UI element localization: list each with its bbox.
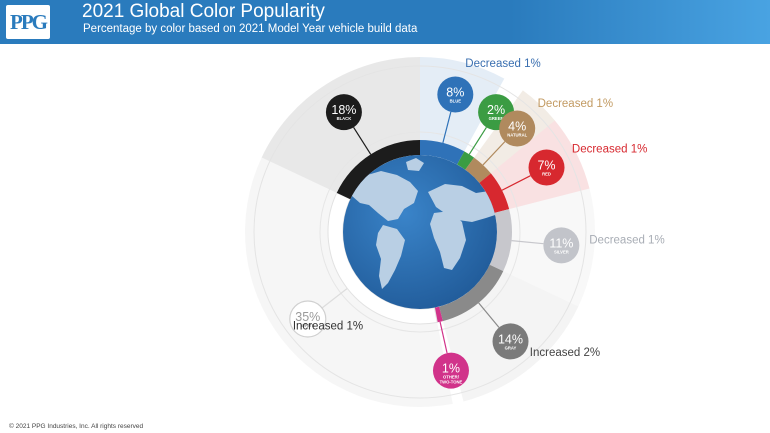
value-label-natural: 4%: [508, 119, 526, 133]
outer-guide-circle: [253, 65, 587, 399]
category-label-gray: GRAY: [505, 345, 517, 350]
bubble-silver: 11%SILVER: [543, 227, 580, 264]
category-label-green: GREEN: [489, 116, 504, 121]
leader-silver: [511, 240, 544, 245]
slice-natural: [465, 157, 491, 183]
category-label-black: BLACK: [337, 116, 352, 121]
chart-slice-layer: [327, 140, 512, 325]
slice-blue: [420, 140, 465, 165]
slice-silver: [489, 209, 512, 272]
ppg-logo: PPG: [6, 5, 50, 39]
value-label-other-two-tone: 1%: [442, 362, 460, 376]
value-label-green: 2%: [487, 103, 505, 117]
slice-red: [479, 173, 510, 213]
value-label-white: 35%: [295, 310, 320, 324]
value-label-silver: 11%: [549, 236, 573, 250]
change-label-blue: Decreased 1%: [465, 58, 540, 70]
bubble-other-two-tone: 1%OTHER/TWO-TONE: [432, 352, 469, 389]
bubble-natural: 4%NATURAL: [499, 110, 536, 147]
leader-blue: [442, 111, 452, 144]
category-label-other-two-tone: OTHER/: [443, 375, 460, 380]
bubble-blue: 8%BLUE: [437, 76, 474, 113]
leader-other-two-tone: [439, 321, 448, 354]
bubble-black: 18%BLACK: [325, 94, 362, 131]
change-label-red: Decreased 1%: [572, 144, 647, 156]
globe-icon: [343, 155, 497, 309]
change-label-gray: Increased 2%: [530, 347, 600, 359]
value-label-black: 18%: [331, 103, 356, 117]
leader-black: [353, 126, 372, 155]
chart-subtitle: Percentage by color based on 2021 Model …: [83, 23, 418, 35]
category-label-white: WHITE: [301, 323, 315, 328]
category-label-blue: BLUE: [450, 98, 462, 103]
slice-black: [336, 140, 420, 200]
inner-guide-circle: [319, 131, 521, 333]
value-label-blue: 8%: [446, 85, 464, 99]
change-label-natural: Decreased 1%: [538, 98, 613, 110]
category-label-red: RED: [542, 172, 551, 177]
leader-gray: [478, 302, 500, 328]
chart-title: 2021 Global Color Popularity: [82, 1, 325, 22]
leader-red: [501, 175, 531, 191]
category-label-silver: SILVER: [554, 249, 569, 254]
value-label-red: 7%: [537, 159, 555, 173]
slice-gray: [439, 264, 504, 322]
halo-silver: [489, 188, 595, 307]
category-label-other-two-tone: TWO-TONE: [440, 380, 463, 385]
change-label-silver: Decreased 1%: [589, 235, 664, 247]
copyright-notice: © 2021 PPG Industries, Inc. All rights r…: [9, 423, 144, 430]
category-label-natural: NATURAL: [507, 132, 527, 137]
bubble-white: 35%WHITE: [289, 300, 327, 338]
change-label-white: Increased 1%: [293, 321, 363, 333]
leader-green: [468, 126, 487, 155]
bubble-red: 7%RED: [528, 149, 565, 186]
bubble-gray: 14%GRAY: [492, 323, 529, 360]
chart-leader-layer: [321, 111, 544, 354]
header-gradient: [510, 0, 770, 44]
header-bar: PPG 2021 Global Color Popularity Percent…: [0, 0, 770, 44]
value-label-gray: 14%: [498, 332, 523, 346]
leader-white: [321, 287, 348, 309]
slice-green: [457, 151, 475, 170]
leader-natural: [482, 141, 506, 166]
